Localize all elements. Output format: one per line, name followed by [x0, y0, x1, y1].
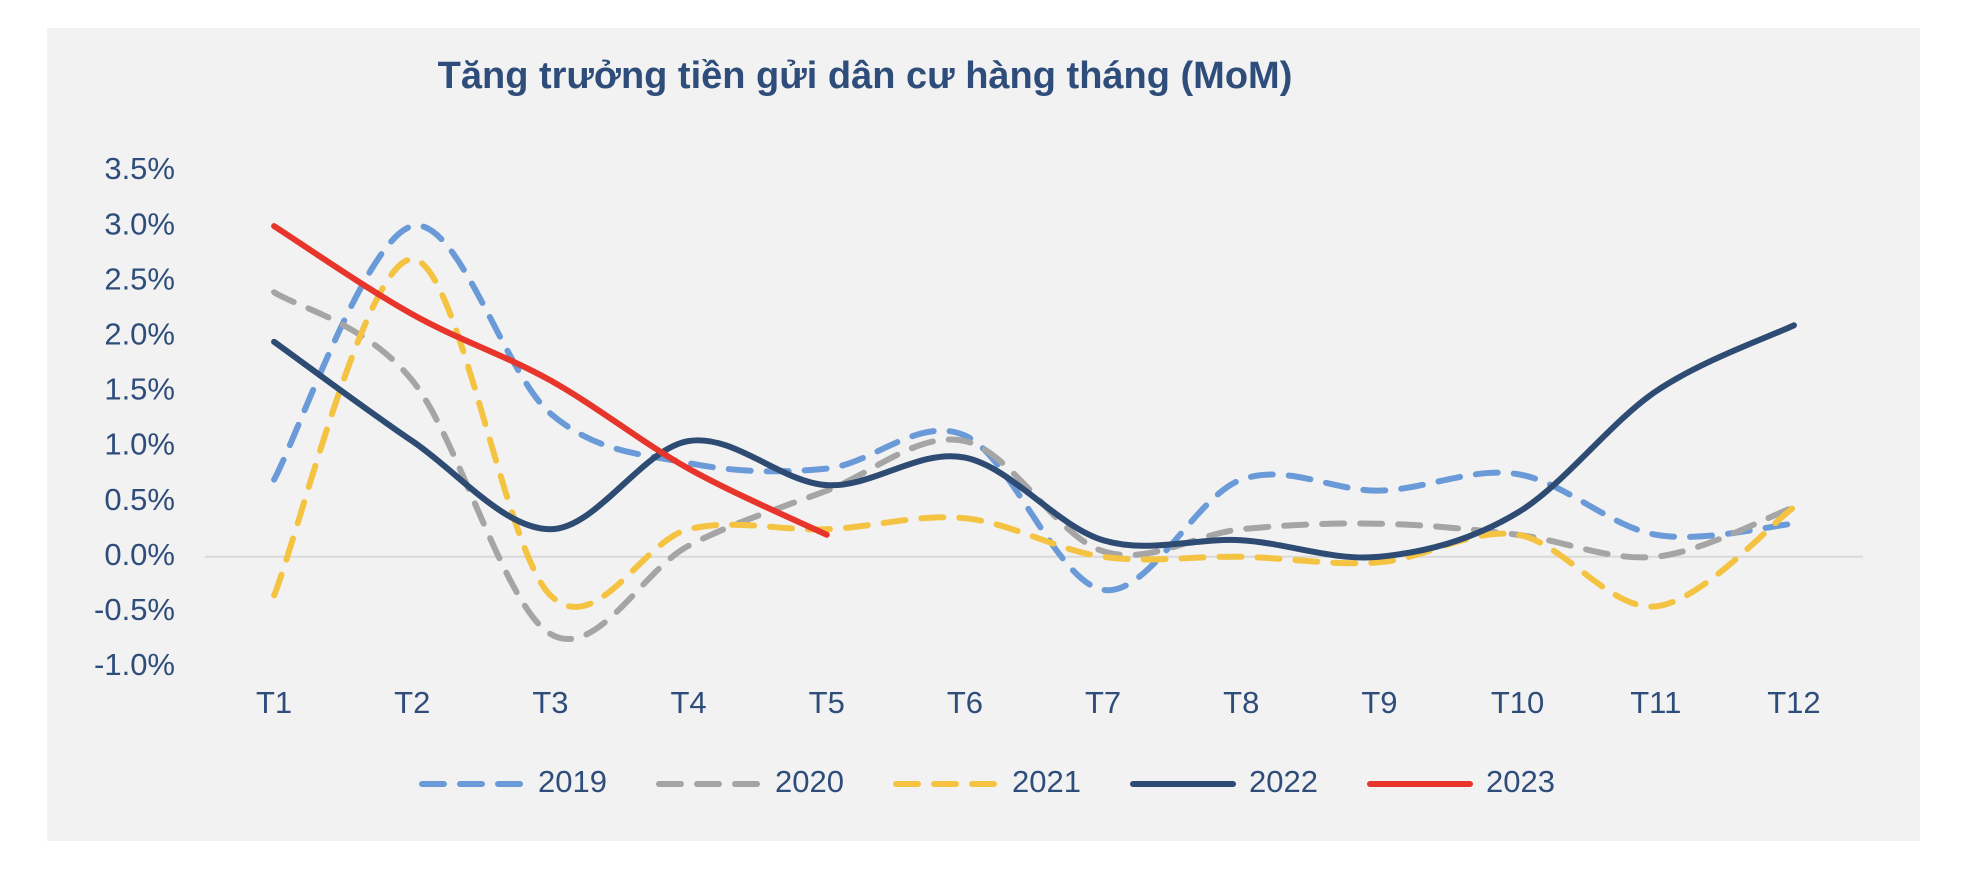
x-tick-label: T2 — [394, 685, 430, 720]
y-tick-label: 1.5% — [104, 372, 175, 407]
x-tick-label: T9 — [1361, 685, 1397, 720]
x-tick-label: T3 — [532, 685, 568, 720]
legend-label: 2019 — [538, 764, 607, 799]
x-tick-label: T7 — [1085, 685, 1121, 720]
x-tick-label: T10 — [1491, 685, 1544, 720]
x-tick-label: T4 — [670, 685, 706, 720]
x-tick-label: T6 — [947, 685, 983, 720]
y-tick-label: 1.0% — [104, 427, 175, 462]
y-tick-label: 2.5% — [104, 261, 175, 296]
x-tick-label: T12 — [1767, 685, 1820, 720]
y-tick-label: 3.5% — [104, 151, 175, 186]
series-line — [271, 322, 1797, 561]
y-tick-label: 0.5% — [104, 482, 175, 517]
legend-label: 2020 — [775, 764, 844, 799]
y-tick-label: -0.5% — [94, 592, 175, 627]
series-line — [271, 222, 1797, 593]
x-tick-label: T5 — [809, 685, 845, 720]
y-tick-label: 0.0% — [104, 537, 175, 572]
x-tick-label: T1 — [256, 685, 292, 720]
x-tick-label: T8 — [1223, 685, 1259, 720]
chart-title: Tăng trưởng tiền gửi dân cư hàng tháng (… — [438, 55, 1293, 97]
legend-label: 2023 — [1486, 764, 1555, 799]
y-tick-label: 3.0% — [104, 206, 175, 241]
series-line — [271, 223, 830, 538]
legend-label: 2021 — [1012, 764, 1081, 799]
y-tick-label: 2.0% — [104, 317, 175, 352]
y-tick-label: -1.0% — [94, 647, 175, 682]
legend-label: 2022 — [1249, 764, 1318, 799]
x-tick-label: T11 — [1630, 685, 1681, 720]
